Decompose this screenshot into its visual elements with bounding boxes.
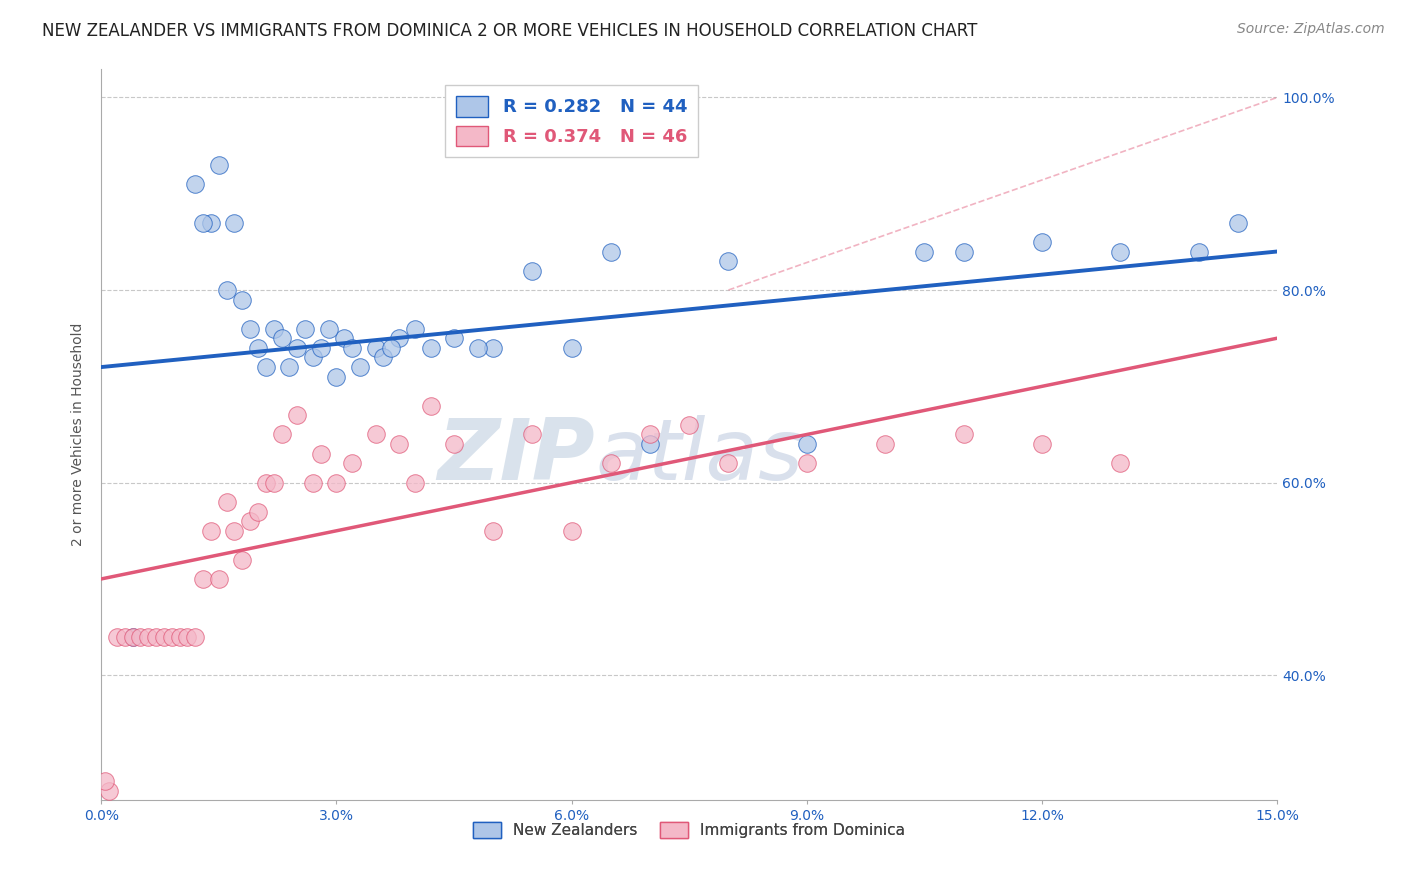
Point xyxy=(176,630,198,644)
Point xyxy=(638,437,661,451)
Point xyxy=(482,524,505,538)
Point xyxy=(952,244,974,259)
Text: ZIP: ZIP xyxy=(437,415,595,498)
Point xyxy=(254,360,277,375)
Point xyxy=(599,456,621,470)
Point xyxy=(231,552,253,566)
Point xyxy=(1227,216,1250,230)
Text: atlas: atlas xyxy=(595,415,803,498)
Point xyxy=(373,351,395,365)
Point xyxy=(325,369,347,384)
Point xyxy=(380,341,402,355)
Point xyxy=(678,417,700,432)
Point xyxy=(419,399,441,413)
Point xyxy=(105,630,128,644)
Point xyxy=(263,475,285,490)
Point xyxy=(224,216,246,230)
Point xyxy=(443,331,465,345)
Point xyxy=(952,427,974,442)
Point xyxy=(717,254,740,268)
Point xyxy=(1031,437,1053,451)
Legend: New Zealanders, Immigrants from Dominica: New Zealanders, Immigrants from Dominica xyxy=(467,816,911,844)
Point xyxy=(561,341,583,355)
Point xyxy=(349,360,371,375)
Point xyxy=(388,331,411,345)
Point xyxy=(482,341,505,355)
Point xyxy=(169,630,191,644)
Point xyxy=(114,630,136,644)
Point xyxy=(191,572,214,586)
Point xyxy=(333,331,356,345)
Point xyxy=(239,321,262,335)
Point xyxy=(467,341,489,355)
Point xyxy=(325,475,347,490)
Point xyxy=(224,524,246,538)
Point xyxy=(285,408,308,422)
Point xyxy=(404,475,426,490)
Point xyxy=(294,321,316,335)
Point xyxy=(443,437,465,451)
Point xyxy=(121,630,143,644)
Point xyxy=(796,456,818,470)
Point xyxy=(278,360,301,375)
Y-axis label: 2 or more Vehicles in Household: 2 or more Vehicles in Household xyxy=(72,323,86,546)
Point xyxy=(145,630,167,644)
Point xyxy=(184,177,207,191)
Point xyxy=(522,427,544,442)
Text: Source: ZipAtlas.com: Source: ZipAtlas.com xyxy=(1237,22,1385,37)
Point xyxy=(599,244,621,259)
Point xyxy=(263,321,285,335)
Point xyxy=(302,351,325,365)
Text: NEW ZEALANDER VS IMMIGRANTS FROM DOMINICA 2 OR MORE VEHICLES IN HOUSEHOLD CORREL: NEW ZEALANDER VS IMMIGRANTS FROM DOMINIC… xyxy=(42,22,977,40)
Point xyxy=(184,630,207,644)
Point xyxy=(208,572,231,586)
Point xyxy=(285,341,308,355)
Point xyxy=(254,475,277,490)
Point xyxy=(239,514,262,528)
Point xyxy=(1109,456,1132,470)
Point xyxy=(270,331,292,345)
Point xyxy=(875,437,897,451)
Point xyxy=(200,216,222,230)
Point xyxy=(200,524,222,538)
Point xyxy=(270,427,292,442)
Point xyxy=(129,630,152,644)
Point xyxy=(419,341,441,355)
Point xyxy=(121,630,143,644)
Point xyxy=(717,456,740,470)
Point xyxy=(247,341,270,355)
Point xyxy=(364,341,387,355)
Point xyxy=(914,244,936,259)
Point xyxy=(340,341,363,355)
Point xyxy=(247,504,270,518)
Point xyxy=(796,437,818,451)
Point xyxy=(215,495,238,509)
Point xyxy=(388,437,411,451)
Point xyxy=(318,321,340,335)
Point xyxy=(364,427,387,442)
Point xyxy=(160,630,183,644)
Point xyxy=(404,321,426,335)
Point xyxy=(309,341,332,355)
Point xyxy=(98,784,121,798)
Point xyxy=(561,524,583,538)
Point xyxy=(340,456,363,470)
Point xyxy=(231,293,253,307)
Point xyxy=(191,216,214,230)
Point xyxy=(522,264,544,278)
Point xyxy=(94,774,117,789)
Point xyxy=(208,158,231,172)
Point xyxy=(1109,244,1132,259)
Point xyxy=(136,630,159,644)
Point xyxy=(1031,235,1053,249)
Point xyxy=(215,283,238,297)
Point xyxy=(638,427,661,442)
Point xyxy=(1188,244,1211,259)
Point xyxy=(309,447,332,461)
Point xyxy=(153,630,176,644)
Point xyxy=(302,475,325,490)
